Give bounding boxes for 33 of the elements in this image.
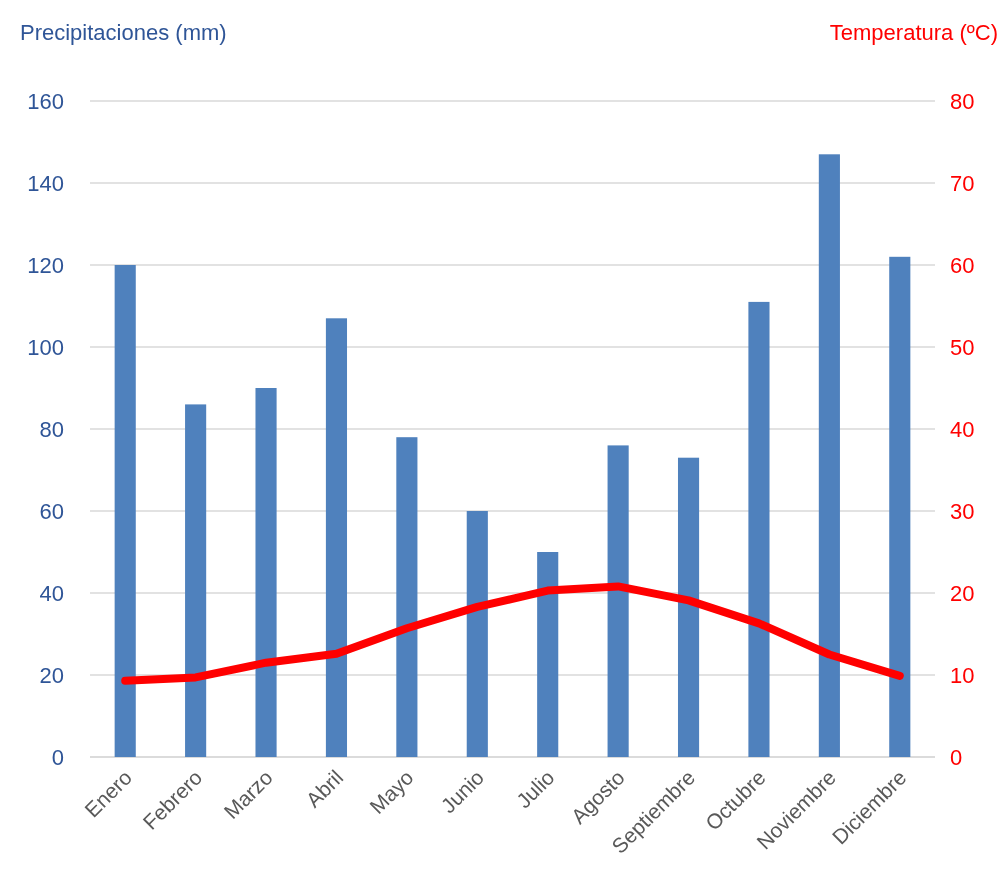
y2-tick-label: 20 (950, 580, 975, 606)
bar (818, 154, 840, 757)
y-tick-label: 80 (39, 416, 64, 442)
y2-tick-label: 0 (950, 744, 963, 770)
bar (396, 437, 418, 757)
bar (325, 318, 348, 757)
y2-tick-label: 50 (950, 334, 975, 360)
y-tick-label: 140 (27, 170, 64, 196)
y-tick-label: 60 (39, 498, 64, 524)
bar (185, 404, 207, 757)
bar (677, 457, 700, 757)
y2-axis-title: Temperatura (ºC) (829, 20, 998, 45)
y-tick-label: 120 (27, 252, 64, 278)
bar (255, 388, 277, 757)
y-axis-title: Precipitaciones (mm) (20, 20, 227, 45)
y2-tick-label: 40 (950, 416, 975, 442)
y2-tick-label: 30 (950, 498, 975, 524)
bar (537, 552, 559, 757)
bar (748, 301, 770, 757)
bar (466, 511, 488, 757)
y-tick-label: 40 (39, 580, 64, 606)
x-tick-label: Julio (511, 765, 559, 813)
y2-tick-label: 10 (950, 662, 975, 688)
y-tick-label: 100 (27, 334, 64, 360)
bar (114, 265, 136, 757)
bar (607, 445, 629, 757)
y-tick-label: 20 (39, 662, 64, 688)
y2-tick-label: 70 (950, 170, 975, 196)
y2-tick-label: 60 (950, 252, 975, 278)
y2-tick-label: 80 (950, 88, 975, 114)
bar (889, 256, 911, 757)
y-tick-label: 0 (51, 744, 64, 770)
y-tick-label: 160 (27, 88, 64, 114)
